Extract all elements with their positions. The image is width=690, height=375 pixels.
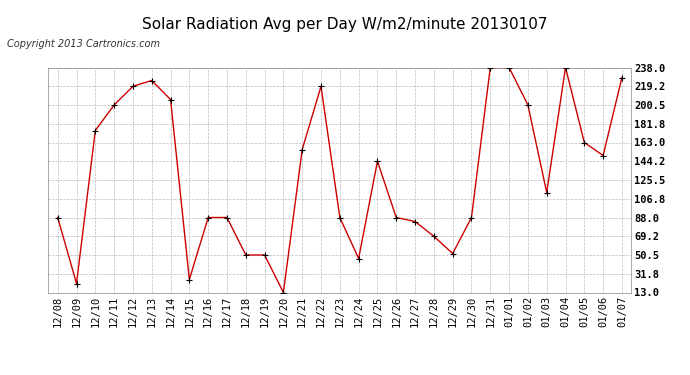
Text: Copyright 2013 Cartronics.com: Copyright 2013 Cartronics.com bbox=[7, 39, 160, 50]
Text: Radiation (W/m2/Minute): Radiation (W/m2/Minute) bbox=[442, 41, 576, 51]
Text: Solar Radiation Avg per Day W/m2/minute 20130107: Solar Radiation Avg per Day W/m2/minute … bbox=[142, 17, 548, 32]
